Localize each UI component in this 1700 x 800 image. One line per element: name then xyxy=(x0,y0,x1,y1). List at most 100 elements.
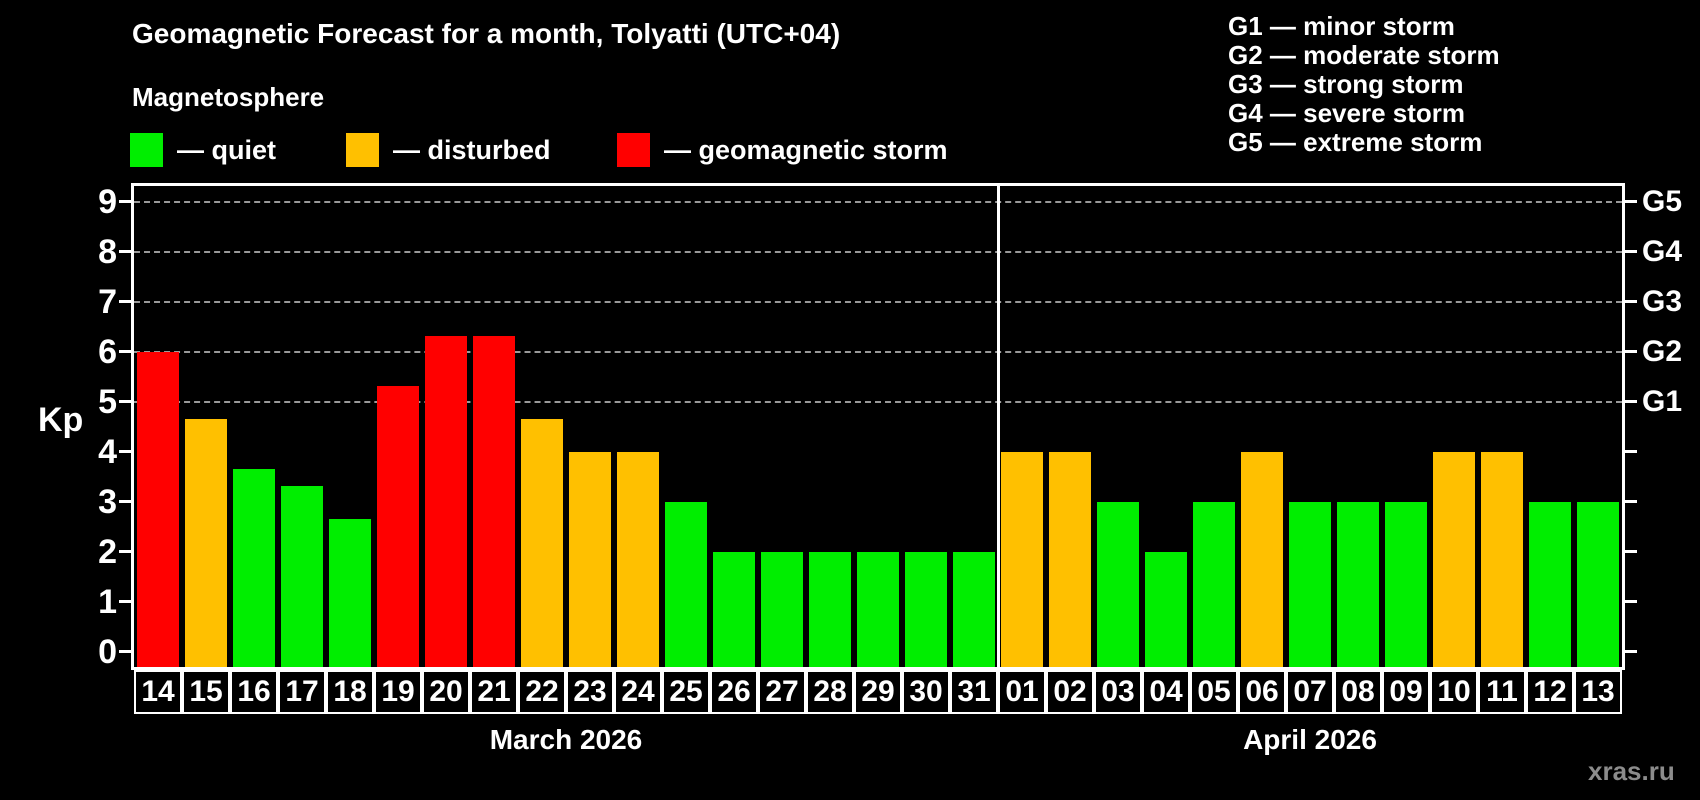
legend-label-disturbed: — disturbed xyxy=(393,134,551,165)
day-label-april-10: 10 xyxy=(1430,670,1478,714)
bar-april-01 xyxy=(1001,452,1043,667)
y-tick-label-8: 8 xyxy=(98,233,117,271)
y-tick-right-1 xyxy=(1625,600,1637,603)
bar-march-22 xyxy=(521,418,563,667)
legend-swatch-quiet xyxy=(130,133,163,167)
y-tick-left-9 xyxy=(119,200,131,203)
day-label-march-14: 14 xyxy=(134,670,182,714)
legend-item-quiet: — quiet xyxy=(130,132,276,168)
y-tick-right-2 xyxy=(1625,550,1637,553)
bar-march-20 xyxy=(425,335,467,667)
bar-march-25 xyxy=(665,502,707,667)
g-axis-label-g5: G5 xyxy=(1642,185,1683,218)
g-legend-line-g5: G5 — extreme storm xyxy=(1228,127,1483,157)
legend-item-storm: — geomagnetic storm xyxy=(617,132,948,168)
y-tick-left-3 xyxy=(119,500,131,503)
day-label-march-17: 17 xyxy=(278,670,326,714)
day-label-march-21: 21 xyxy=(470,670,518,714)
gridline-kp-8 xyxy=(134,251,1622,253)
bar-march-17 xyxy=(281,485,323,667)
month-label-march: March 2026 xyxy=(489,724,643,755)
y-tick-right-7 xyxy=(1625,300,1637,303)
y-tick-left-5 xyxy=(119,400,131,403)
bar-march-26 xyxy=(713,552,755,667)
bar-march-14 xyxy=(137,352,179,667)
bar-march-28 xyxy=(809,552,851,667)
day-label-april-07: 07 xyxy=(1286,670,1334,714)
legend-swatch-disturbed xyxy=(346,133,379,167)
y-tick-left-4 xyxy=(119,450,131,453)
day-label-march-25: 25 xyxy=(662,670,710,714)
bar-april-09 xyxy=(1385,502,1427,667)
y-tick-right-4 xyxy=(1625,450,1637,453)
bar-march-19 xyxy=(377,385,419,667)
y-tick-label-0: 0 xyxy=(98,633,117,671)
g-axis-label-g2: G2 xyxy=(1642,335,1683,368)
day-label-march-30: 30 xyxy=(902,670,950,714)
legend-item-disturbed: — disturbed xyxy=(346,132,551,168)
gridline-kp-9 xyxy=(134,201,1622,203)
gridline-kp-6 xyxy=(134,351,1622,353)
bar-april-10 xyxy=(1433,452,1475,667)
day-label-april-11: 11 xyxy=(1478,670,1526,714)
day-label-april-02: 02 xyxy=(1046,670,1094,714)
g-legend-line-g4: G4 — severe storm xyxy=(1228,98,1466,128)
y-tick-label-1: 1 xyxy=(98,583,117,621)
day-label-march-18: 18 xyxy=(326,670,374,714)
magnetosphere-label: Magnetosphere xyxy=(132,82,325,112)
watermark: xras.ru xyxy=(1588,756,1675,786)
bar-march-24 xyxy=(617,452,659,667)
y-tick-left-0 xyxy=(119,650,131,653)
y-tick-right-0 xyxy=(1625,650,1637,653)
bar-march-21 xyxy=(473,335,515,667)
g-legend-line-g3: G3 — strong storm xyxy=(1228,69,1464,99)
day-label-march-29: 29 xyxy=(854,670,902,714)
bar-april-11 xyxy=(1481,452,1523,667)
day-label-march-27: 27 xyxy=(758,670,806,714)
y-tick-right-9 xyxy=(1625,200,1637,203)
day-label-march-16: 16 xyxy=(230,670,278,714)
bar-april-02 xyxy=(1049,452,1091,667)
day-label-march-26: 26 xyxy=(710,670,758,714)
day-label-april-04: 04 xyxy=(1142,670,1190,714)
day-label-april-01: 01 xyxy=(998,670,1046,714)
bar-march-18 xyxy=(329,518,371,667)
month-divider xyxy=(997,186,1000,667)
g-scale-legend: G1 — minor storm G2 — moderate storm G3 … xyxy=(1228,12,1500,157)
y-tick-right-8 xyxy=(1625,250,1637,253)
y-tick-right-5 xyxy=(1625,400,1637,403)
bar-march-30 xyxy=(905,552,947,667)
y-tick-label-9: 9 xyxy=(98,183,117,221)
g-axis-label-g1: G1 xyxy=(1642,385,1683,418)
day-label-april-09: 09 xyxy=(1382,670,1430,714)
day-label-march-20: 20 xyxy=(422,670,470,714)
day-label-march-28: 28 xyxy=(806,670,854,714)
gridline-kp-5 xyxy=(134,401,1622,403)
bar-april-05 xyxy=(1193,502,1235,667)
day-label-march-19: 19 xyxy=(374,670,422,714)
y-tick-label-5: 5 xyxy=(98,383,117,421)
day-label-april-12: 12 xyxy=(1526,670,1574,714)
legend-label-storm: — geomagnetic storm xyxy=(664,134,948,165)
y-tick-left-6 xyxy=(119,350,131,353)
y-axis-label: Kp xyxy=(38,401,84,439)
g-axis-label-g4: G4 xyxy=(1642,235,1683,268)
gridline-kp-7 xyxy=(134,301,1622,303)
legend-swatch-storm xyxy=(617,133,650,167)
bar-march-23 xyxy=(569,452,611,667)
bar-march-29 xyxy=(857,552,899,667)
month-label-april: April 2026 xyxy=(1243,724,1377,755)
day-label-march-22: 22 xyxy=(518,670,566,714)
bar-april-04 xyxy=(1145,552,1187,667)
legend-label-quiet: — quiet xyxy=(177,134,276,165)
bar-march-16 xyxy=(233,468,275,667)
day-label-march-23: 23 xyxy=(566,670,614,714)
y-tick-label-3: 3 xyxy=(98,483,117,521)
chart-title: Geomagnetic Forecast for a month, Tolyat… xyxy=(132,18,841,49)
y-tick-left-1 xyxy=(119,600,131,603)
y-tick-left-2 xyxy=(119,550,131,553)
bar-march-31 xyxy=(953,552,995,667)
y-tick-label-7: 7 xyxy=(98,283,117,321)
day-label-march-31: 31 xyxy=(950,670,998,714)
